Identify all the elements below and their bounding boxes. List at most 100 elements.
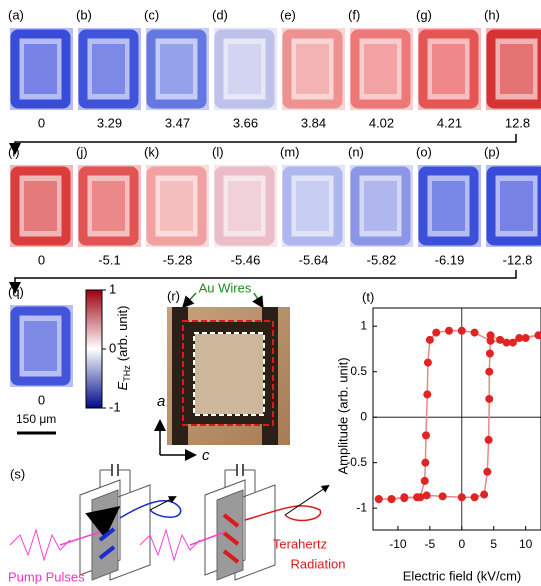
field-value: 3.29 bbox=[97, 115, 122, 130]
map-center bbox=[432, 181, 465, 231]
x-tick-label: 10 bbox=[519, 537, 533, 551]
data-point bbox=[423, 390, 431, 398]
map-center bbox=[296, 44, 329, 94]
loop-line bbox=[379, 331, 539, 499]
data-point bbox=[416, 493, 424, 501]
panel-label: (k) bbox=[144, 144, 159, 159]
field-value: -6.19 bbox=[435, 252, 465, 267]
field-value: -12.8 bbox=[503, 252, 533, 267]
thz-beam bbox=[150, 497, 175, 510]
panel-label: (d) bbox=[212, 7, 228, 22]
map-center bbox=[160, 181, 193, 231]
wires-label: Au Wires bbox=[199, 280, 252, 295]
pump-label: Pump Pulses bbox=[8, 569, 85, 584]
map-center bbox=[228, 181, 261, 231]
panel-label: (g) bbox=[416, 7, 432, 22]
row-connector bbox=[15, 270, 516, 291]
map-center bbox=[24, 181, 57, 231]
y-tick-label: -1 bbox=[356, 500, 367, 514]
data-point bbox=[458, 493, 466, 501]
field-value: -5.82 bbox=[367, 252, 397, 267]
x-tick-label: -10 bbox=[389, 537, 407, 551]
thz-label: Radiation bbox=[291, 556, 346, 571]
wires-arrow bbox=[254, 293, 262, 306]
field-value: 0 bbox=[38, 392, 45, 407]
data-point bbox=[534, 331, 541, 339]
data-point bbox=[487, 337, 495, 345]
y-tick-label: -0.5 bbox=[346, 455, 367, 469]
x-axis-label: Electric field (kV/cm) bbox=[403, 568, 521, 583]
panel-label: (m) bbox=[280, 144, 300, 159]
colorbar-tick-label: 0 bbox=[109, 340, 116, 355]
x-tick-label: 5 bbox=[490, 537, 497, 551]
field-value: 0 bbox=[38, 115, 45, 130]
map-center bbox=[92, 44, 125, 94]
data-point bbox=[503, 339, 511, 347]
field-value: 4.21 bbox=[437, 115, 462, 130]
colorbar-tick-label: 1 bbox=[109, 281, 116, 296]
field-value: -5.1 bbox=[98, 252, 120, 267]
panel-label: (h) bbox=[484, 7, 500, 22]
field-value: 12.8 bbox=[505, 115, 530, 130]
data-point bbox=[486, 349, 494, 357]
map-center bbox=[92, 181, 125, 231]
thz-beam bbox=[285, 486, 328, 515]
x-tick-label: 0 bbox=[458, 537, 465, 551]
panel-label: (e) bbox=[280, 7, 296, 22]
colorbar bbox=[86, 290, 102, 408]
plot-area bbox=[375, 327, 541, 503]
colorbar-unit: (arb. unit) bbox=[115, 306, 130, 362]
colorbar-tick-label: -1 bbox=[109, 399, 121, 414]
map-center bbox=[500, 181, 533, 231]
y-tick-label: 0 bbox=[360, 409, 367, 423]
y-tick-label: 0.5 bbox=[350, 364, 367, 378]
figure: 150 μm ETHz(arb. unit) (r) Au Wires a c … bbox=[0, 0, 541, 586]
field-value: 4.02 bbox=[369, 115, 394, 130]
data-point bbox=[432, 329, 440, 337]
field-value: 3.84 bbox=[301, 115, 326, 130]
row-connector bbox=[15, 134, 516, 152]
panel-label: (r) bbox=[167, 288, 180, 303]
panel-label: (p) bbox=[484, 144, 500, 159]
colorbar-symbol: E bbox=[115, 381, 130, 390]
field-value: -5.28 bbox=[163, 252, 193, 267]
thz-wave bbox=[245, 506, 321, 521]
x-tick-label: -5 bbox=[425, 537, 436, 551]
panel-label: (s) bbox=[10, 466, 25, 481]
scale-bar-label: 150 μm bbox=[16, 412, 56, 426]
map-center bbox=[296, 181, 329, 231]
data-point bbox=[400, 494, 408, 502]
crystal bbox=[195, 334, 263, 414]
data-point bbox=[485, 395, 493, 403]
data-point bbox=[439, 492, 447, 500]
panel-label: (q) bbox=[8, 284, 24, 299]
panel-label: (b) bbox=[76, 7, 92, 22]
data-point bbox=[471, 493, 479, 501]
field-value: 3.47 bbox=[165, 115, 190, 130]
map-center bbox=[500, 44, 533, 94]
thz-label: Terahertz bbox=[273, 536, 327, 551]
axis-c: c bbox=[202, 447, 210, 464]
data-point bbox=[445, 327, 453, 335]
crystal bbox=[217, 490, 243, 580]
panel-label: (c) bbox=[144, 7, 159, 22]
data-point bbox=[483, 468, 491, 476]
panel-label: (a) bbox=[8, 7, 24, 22]
map-center bbox=[364, 44, 397, 94]
field-value: -5.46 bbox=[231, 252, 261, 267]
panel-label: (o) bbox=[416, 144, 432, 159]
data-point bbox=[421, 459, 429, 467]
y-tick-label: 1 bbox=[360, 318, 367, 332]
panel-label: (n) bbox=[348, 144, 364, 159]
panel-label: (i) bbox=[8, 144, 20, 159]
panel-label: (j) bbox=[76, 144, 88, 159]
data-point bbox=[485, 436, 493, 444]
map-center bbox=[24, 44, 57, 94]
axis-a: a bbox=[157, 393, 165, 410]
panel-label: (l) bbox=[212, 144, 224, 159]
wires-arrow bbox=[184, 293, 196, 306]
data-point bbox=[458, 327, 466, 335]
map-center bbox=[24, 321, 57, 371]
panel-label: (f) bbox=[348, 7, 360, 22]
panel-label: (t) bbox=[362, 289, 374, 304]
